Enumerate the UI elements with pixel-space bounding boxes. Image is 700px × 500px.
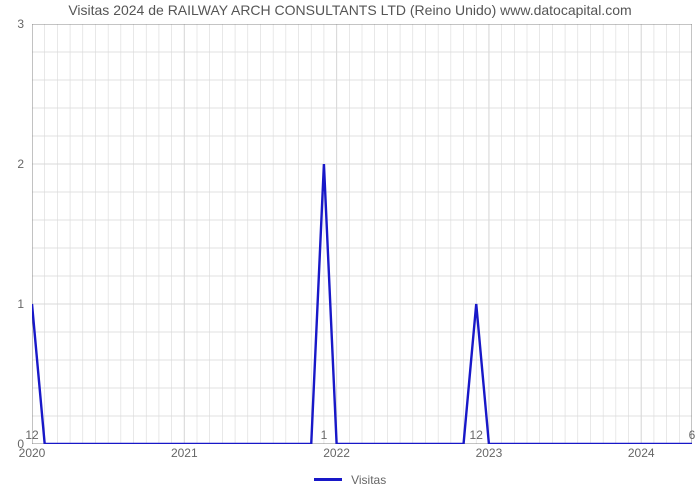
chart-plot <box>32 24 692 444</box>
x-tick-label: 2021 <box>171 446 198 460</box>
x-tick-label: 2020 <box>19 446 46 460</box>
x-tick-label: 2023 <box>476 446 503 460</box>
chart-legend: Visitas <box>0 472 700 487</box>
x-tick-label: 2022 <box>323 446 350 460</box>
legend-swatch <box>314 478 342 481</box>
y-tick-label: 2 <box>17 157 24 171</box>
chart-container: Visitas 2024 de RAILWAY ARCH CONSULTANTS… <box>0 0 700 500</box>
x-axis-labels: 20202021202220232024 <box>32 446 692 460</box>
y-tick-label: 1 <box>17 297 24 311</box>
y-tick-label: 3 <box>17 17 24 31</box>
chart-title: Visitas 2024 de RAILWAY ARCH CONSULTANTS… <box>0 2 700 18</box>
x-tick-label: 2024 <box>628 446 655 460</box>
legend-label: Visitas <box>351 473 386 487</box>
y-axis-labels: 0123 <box>0 24 28 444</box>
